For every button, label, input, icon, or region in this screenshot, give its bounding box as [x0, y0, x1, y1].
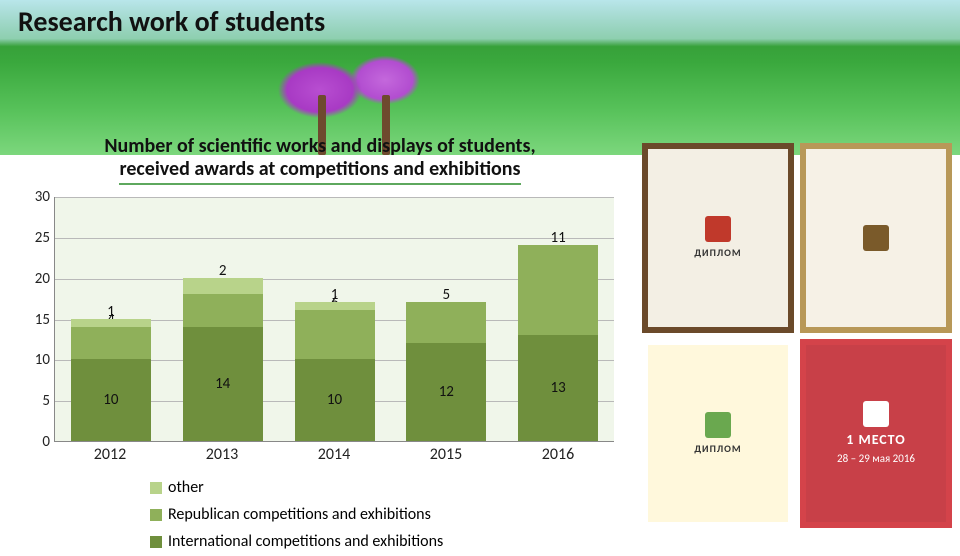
- legend-swatch: [150, 536, 162, 548]
- thumb-subcaption: 28 – 29 мая 2016: [837, 452, 915, 465]
- x-tick-label: 2012: [94, 445, 126, 464]
- chart-title-line2: received awards at competitions and exhi…: [119, 158, 520, 185]
- emblem-icon: [863, 225, 889, 251]
- bar-segment-repub: 4: [71, 327, 151, 360]
- x-tick-label: 2014: [318, 445, 350, 464]
- bar-segment-intl: 13: [518, 335, 598, 441]
- bar-value-label: 14: [183, 375, 263, 393]
- x-tick-label: 2013: [206, 445, 238, 464]
- bar-value-label: 11: [518, 229, 598, 247]
- page-title: Research work of students: [18, 4, 325, 39]
- chart-area: 051015202530 1041144210611251311 2012201…: [18, 193, 622, 468]
- chart-title-line1: Number of scientific works and displays …: [104, 134, 535, 158]
- legend: otherRepublican competitions and exhibit…: [150, 474, 630, 556]
- bar-segment-other: 2: [183, 278, 263, 294]
- legend-item: International competitions and exhibitio…: [150, 528, 630, 555]
- legend-item: Republican competitions and exhibitions: [150, 501, 630, 528]
- bar-value-label: 5: [406, 286, 486, 304]
- emblem-icon: [863, 401, 889, 427]
- chart-panel: Number of scientific works and displays …: [10, 135, 630, 530]
- y-tick-label: 20: [20, 270, 50, 288]
- bar-segment-repub: 11: [518, 245, 598, 335]
- diploma-thumb: ДИПЛОМ: [642, 143, 794, 333]
- legend-swatch: [150, 509, 162, 521]
- bar-segment-repub: 4: [183, 294, 263, 327]
- legend-swatch: [150, 482, 162, 494]
- diploma-thumb: [800, 143, 952, 333]
- y-tick-label: 25: [20, 229, 50, 247]
- y-tick-label: 30: [20, 188, 50, 206]
- legend-item: other: [150, 474, 630, 501]
- bar-segment-intl: 14: [183, 327, 263, 441]
- diploma-thumbnails: ДИПЛОМ ДИПЛОМ 1 МЕСТО 28 – 29 мая 2016: [642, 143, 952, 528]
- bar-segment-other: 1: [295, 302, 375, 310]
- bar-value-label: 2: [183, 262, 263, 280]
- legend-label: Republican competitions and exhibitions: [168, 501, 431, 528]
- bar-value-label: 1: [71, 303, 151, 321]
- bar-segment-repub: 5: [406, 302, 486, 343]
- legend-label: other: [168, 474, 204, 501]
- y-tick-label: 10: [20, 351, 50, 369]
- emblem-icon: [705, 412, 731, 438]
- diploma-thumb: 1 МЕСТО 28 – 29 мая 2016: [800, 339, 952, 529]
- thumb-caption: ДИПЛОМ: [694, 246, 741, 259]
- x-tick-label: 2016: [542, 445, 574, 464]
- bar-segment-repub: 6: [295, 310, 375, 359]
- bar-value-label: 1: [295, 286, 375, 304]
- thumb-caption: ДИПЛОМ: [694, 442, 741, 455]
- bar-value-label: 12: [406, 383, 486, 401]
- gridline: [55, 197, 614, 198]
- y-tick-label: 5: [20, 392, 50, 410]
- bar-segment-intl: 10: [71, 359, 151, 441]
- thumb-caption: 1 МЕСТО: [846, 431, 906, 448]
- y-tick-label: 15: [20, 311, 50, 329]
- bar-segment-intl: 12: [406, 343, 486, 441]
- y-tick-label: 0: [20, 433, 50, 451]
- legend-label: International competitions and exhibitio…: [168, 528, 443, 555]
- diploma-thumb: ДИПЛОМ: [642, 339, 794, 529]
- bar-value-label: 13: [518, 379, 598, 397]
- chart-title: Number of scientific works and displays …: [10, 135, 630, 189]
- bar-value-label: 10: [71, 391, 151, 409]
- bar-segment-intl: 10: [295, 359, 375, 441]
- x-tick-label: 2015: [430, 445, 462, 464]
- plot-area: 1041144210611251311: [54, 197, 614, 442]
- bar-value-label: 10: [295, 391, 375, 409]
- emblem-icon: [705, 216, 731, 242]
- bar-segment-other: 1: [71, 319, 151, 327]
